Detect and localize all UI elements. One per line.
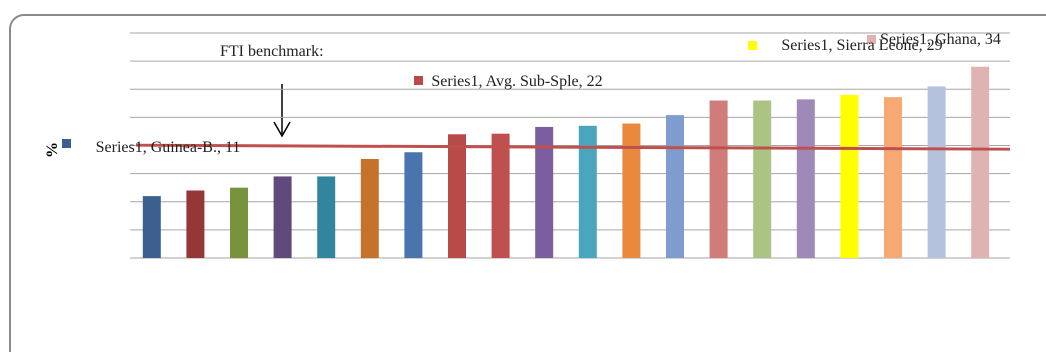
- frame: [9, 14, 1046, 352]
- bar: [927, 86, 946, 258]
- bar: [622, 123, 641, 258]
- bar: [535, 126, 554, 258]
- label-key: [867, 35, 876, 44]
- bar: [448, 134, 466, 258]
- label-key: [414, 76, 423, 85]
- bar: [360, 159, 379, 258]
- bar: [666, 115, 684, 258]
- data-label: Series1, Guinea-B., 11: [95, 139, 241, 156]
- bar: [884, 97, 902, 258]
- data-label: Series1, Avg. Sub-Sple, 22: [431, 73, 603, 90]
- bar: [317, 176, 336, 258]
- bar: [142, 196, 161, 258]
- arrow-head: [273, 121, 291, 138]
- bar: [186, 190, 205, 258]
- bar: [404, 152, 423, 258]
- benchmark-line: [135, 143, 1011, 151]
- label-key: [748, 41, 757, 50]
- label-key: [62, 139, 71, 148]
- bar: [491, 133, 510, 258]
- data-label: Series1, Sierra Leone, 29: [781, 37, 943, 54]
- bar: [578, 125, 597, 258]
- bar: [796, 99, 815, 258]
- bar: [753, 100, 772, 258]
- y-axis-label: %: [44, 142, 61, 158]
- bar: [971, 66, 990, 258]
- bar: [273, 176, 292, 258]
- benchmark-label: FTI benchmark:: [220, 43, 324, 60]
- bar: [230, 187, 248, 258]
- bar: [840, 94, 859, 258]
- data-label: Series1, Ghana, 34: [880, 31, 1001, 48]
- bar: [709, 100, 728, 258]
